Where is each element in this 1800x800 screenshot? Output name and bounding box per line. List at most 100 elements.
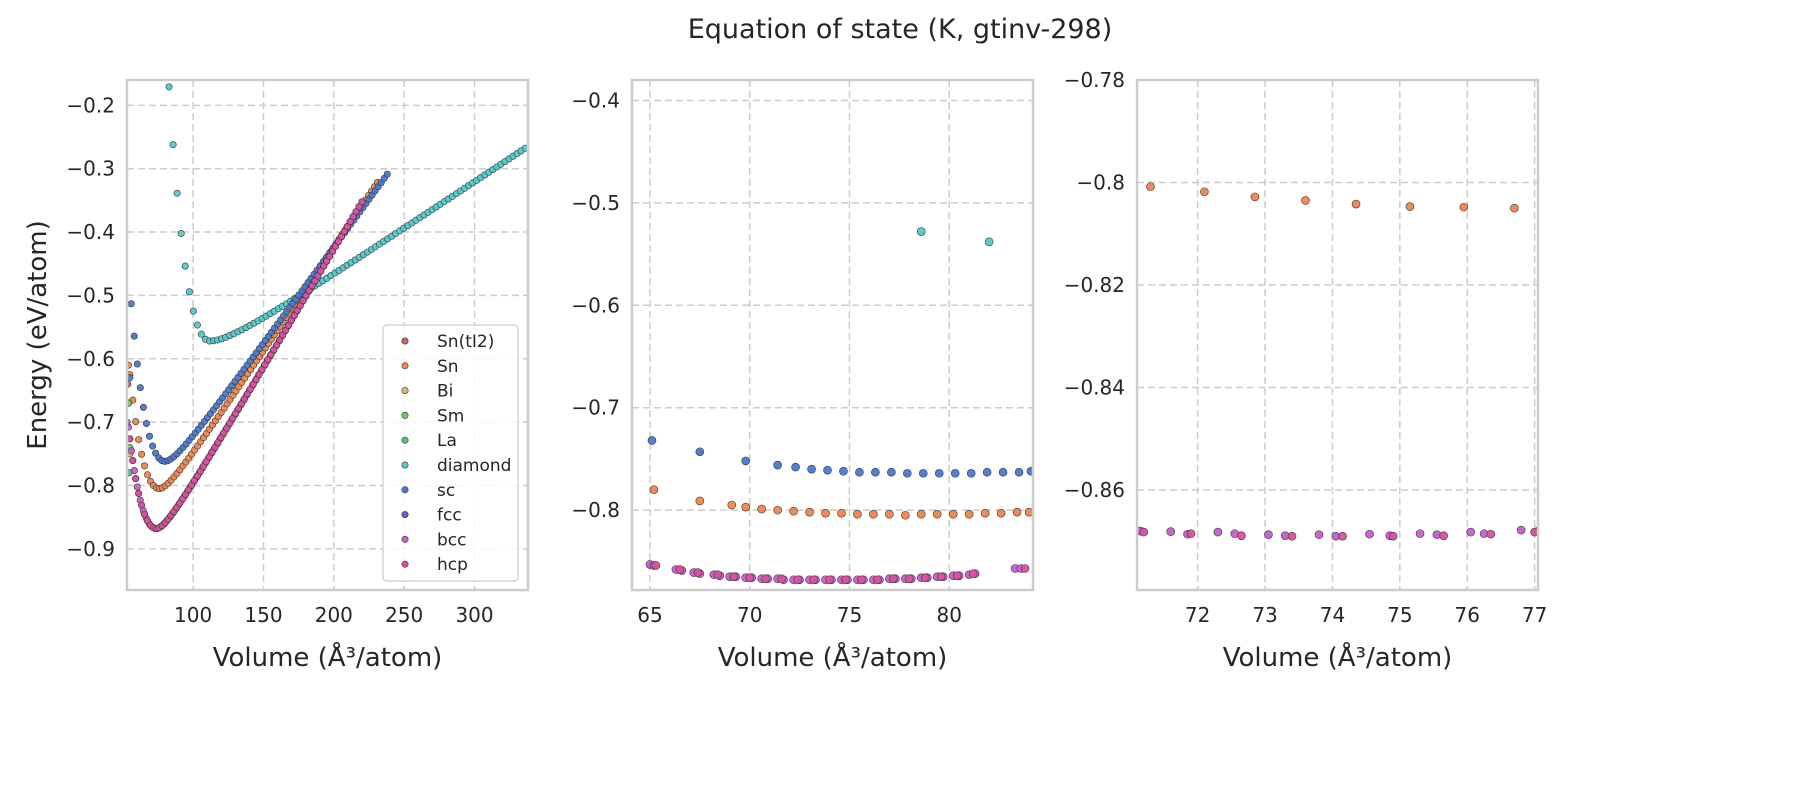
- point-Sn: [853, 509, 862, 519]
- point-Sn: [1024, 507, 1033, 517]
- point-sc: [998, 467, 1008, 477]
- x-tick-label: 70: [737, 603, 762, 627]
- point-Sn: [964, 509, 974, 519]
- point-Sn: [132, 418, 140, 426]
- point-Sn: [869, 509, 878, 519]
- point-Sn: [741, 502, 751, 512]
- point-bcc: [1166, 527, 1175, 536]
- axes-frame: [630, 78, 1035, 592]
- point-hcp: [1338, 531, 1347, 541]
- grid: [1137, 79, 1538, 590]
- point-Sn: [1301, 196, 1310, 205]
- point-hcp: [761, 574, 770, 584]
- point-sc: [127, 300, 135, 308]
- point-Sn: [1405, 202, 1415, 211]
- point-hcp: [127, 435, 134, 443]
- point-Sn: [1200, 187, 1209, 197]
- point-hcp: [141, 510, 149, 518]
- legend-marker: [401, 461, 409, 469]
- panel-2: 65 70 75 80 −0.8 −0.7 −0.6 −0.5 −0.4 Volume (Å³/a…: [571, 78, 1035, 673]
- legend-label: Sm: [437, 406, 464, 426]
- point-hcp: [129, 457, 137, 465]
- point-sc: [918, 468, 928, 478]
- point-Sn: [649, 485, 659, 494]
- legend-label: fcc: [437, 506, 462, 526]
- y-tick-label: −0.8: [66, 473, 115, 497]
- axes-frame: [1135, 78, 1540, 592]
- legend-label: sc: [437, 481, 455, 501]
- point-sc: [966, 468, 976, 478]
- point-hcp: [968, 569, 978, 578]
- point-diamond: [181, 262, 189, 270]
- x-tick-label: 300: [455, 603, 493, 627]
- legend-label: Sn: [437, 357, 459, 377]
- point-diamond: [193, 321, 201, 329]
- point-sc: [695, 447, 705, 457]
- legend-label: hcp: [437, 555, 468, 575]
- point-sc: [823, 465, 832, 475]
- point-hcp: [1388, 531, 1398, 541]
- point-Sn: [948, 509, 958, 519]
- x-axis-label: Volume (Å³/atom): [1223, 641, 1453, 673]
- grid: [632, 80, 1033, 590]
- point-Sn: [996, 508, 1006, 518]
- y-tick-label: −0.78: [1064, 68, 1125, 92]
- point-bcc: [1466, 527, 1475, 537]
- point-diamond: [521, 144, 528, 152]
- point-sc: [807, 464, 816, 474]
- point-hcp: [1486, 529, 1496, 539]
- x-tick-label: 65: [637, 603, 662, 627]
- point-hcp: [135, 489, 143, 497]
- point-sc: [139, 403, 147, 411]
- point-Sn: [1012, 507, 1022, 517]
- point-hcp: [952, 571, 962, 580]
- y-tick-label: −0.8: [1076, 171, 1125, 195]
- y-tick-label: −0.6: [66, 347, 115, 371]
- x-tick-label: 73: [1252, 603, 1277, 627]
- point-hcp: [793, 575, 802, 585]
- data-points: [1137, 182, 1538, 541]
- point-Sn: [135, 436, 143, 444]
- y-axis-label: Energy (eV/atom): [23, 220, 53, 449]
- point-Sn: [837, 508, 846, 518]
- point-hcp: [1020, 564, 1030, 573]
- point-Sn: [805, 507, 814, 517]
- point-Sn: [1146, 182, 1155, 191]
- legend-label: Sn(tI2): [437, 332, 494, 352]
- panel-3: 72 73 74 75 76 77 −0.86 −0.84 −0.82 −0.8 −0.78 Volu…: [1064, 68, 1548, 673]
- point-hcp: [693, 568, 703, 577]
- legend-marker: [401, 436, 409, 444]
- point-sc: [791, 462, 800, 472]
- x-tick-label: 100: [174, 603, 212, 627]
- legend-marker: [401, 511, 409, 519]
- y-tick-label: −0.82: [1064, 273, 1125, 297]
- x-tick-label: 72: [1185, 603, 1210, 627]
- point-Sn: [901, 510, 910, 520]
- point-hcp: [1186, 529, 1196, 538]
- point-Sn: [727, 500, 737, 510]
- point-hcp: [905, 574, 914, 584]
- x-tick-label: 200: [315, 603, 353, 627]
- point-hcp: [1237, 531, 1246, 540]
- y-tick-label: −0.3: [66, 157, 115, 181]
- y-tick-label: −0.7: [571, 396, 620, 420]
- point-bcc: [1516, 525, 1526, 535]
- y-tick-label: −0.2: [66, 93, 115, 117]
- y-tick-label: −0.9: [66, 537, 115, 561]
- point-hcp: [920, 573, 930, 583]
- point-sc: [1026, 466, 1033, 476]
- point-sc: [127, 374, 134, 382]
- point-hcp: [777, 574, 786, 584]
- point-Sn: [773, 505, 782, 515]
- y-tick-label: −0.7: [66, 410, 115, 434]
- x-tick-label: 75: [837, 603, 862, 627]
- point-diamond: [916, 227, 926, 236]
- point-Sn: [821, 508, 830, 518]
- point-bcc: [130, 467, 138, 475]
- point-Sn: [695, 496, 705, 506]
- x-tick-label: 74: [1320, 603, 1345, 627]
- point-diamond: [177, 230, 185, 238]
- point-sc: [839, 466, 848, 476]
- point-Sn: [885, 509, 894, 519]
